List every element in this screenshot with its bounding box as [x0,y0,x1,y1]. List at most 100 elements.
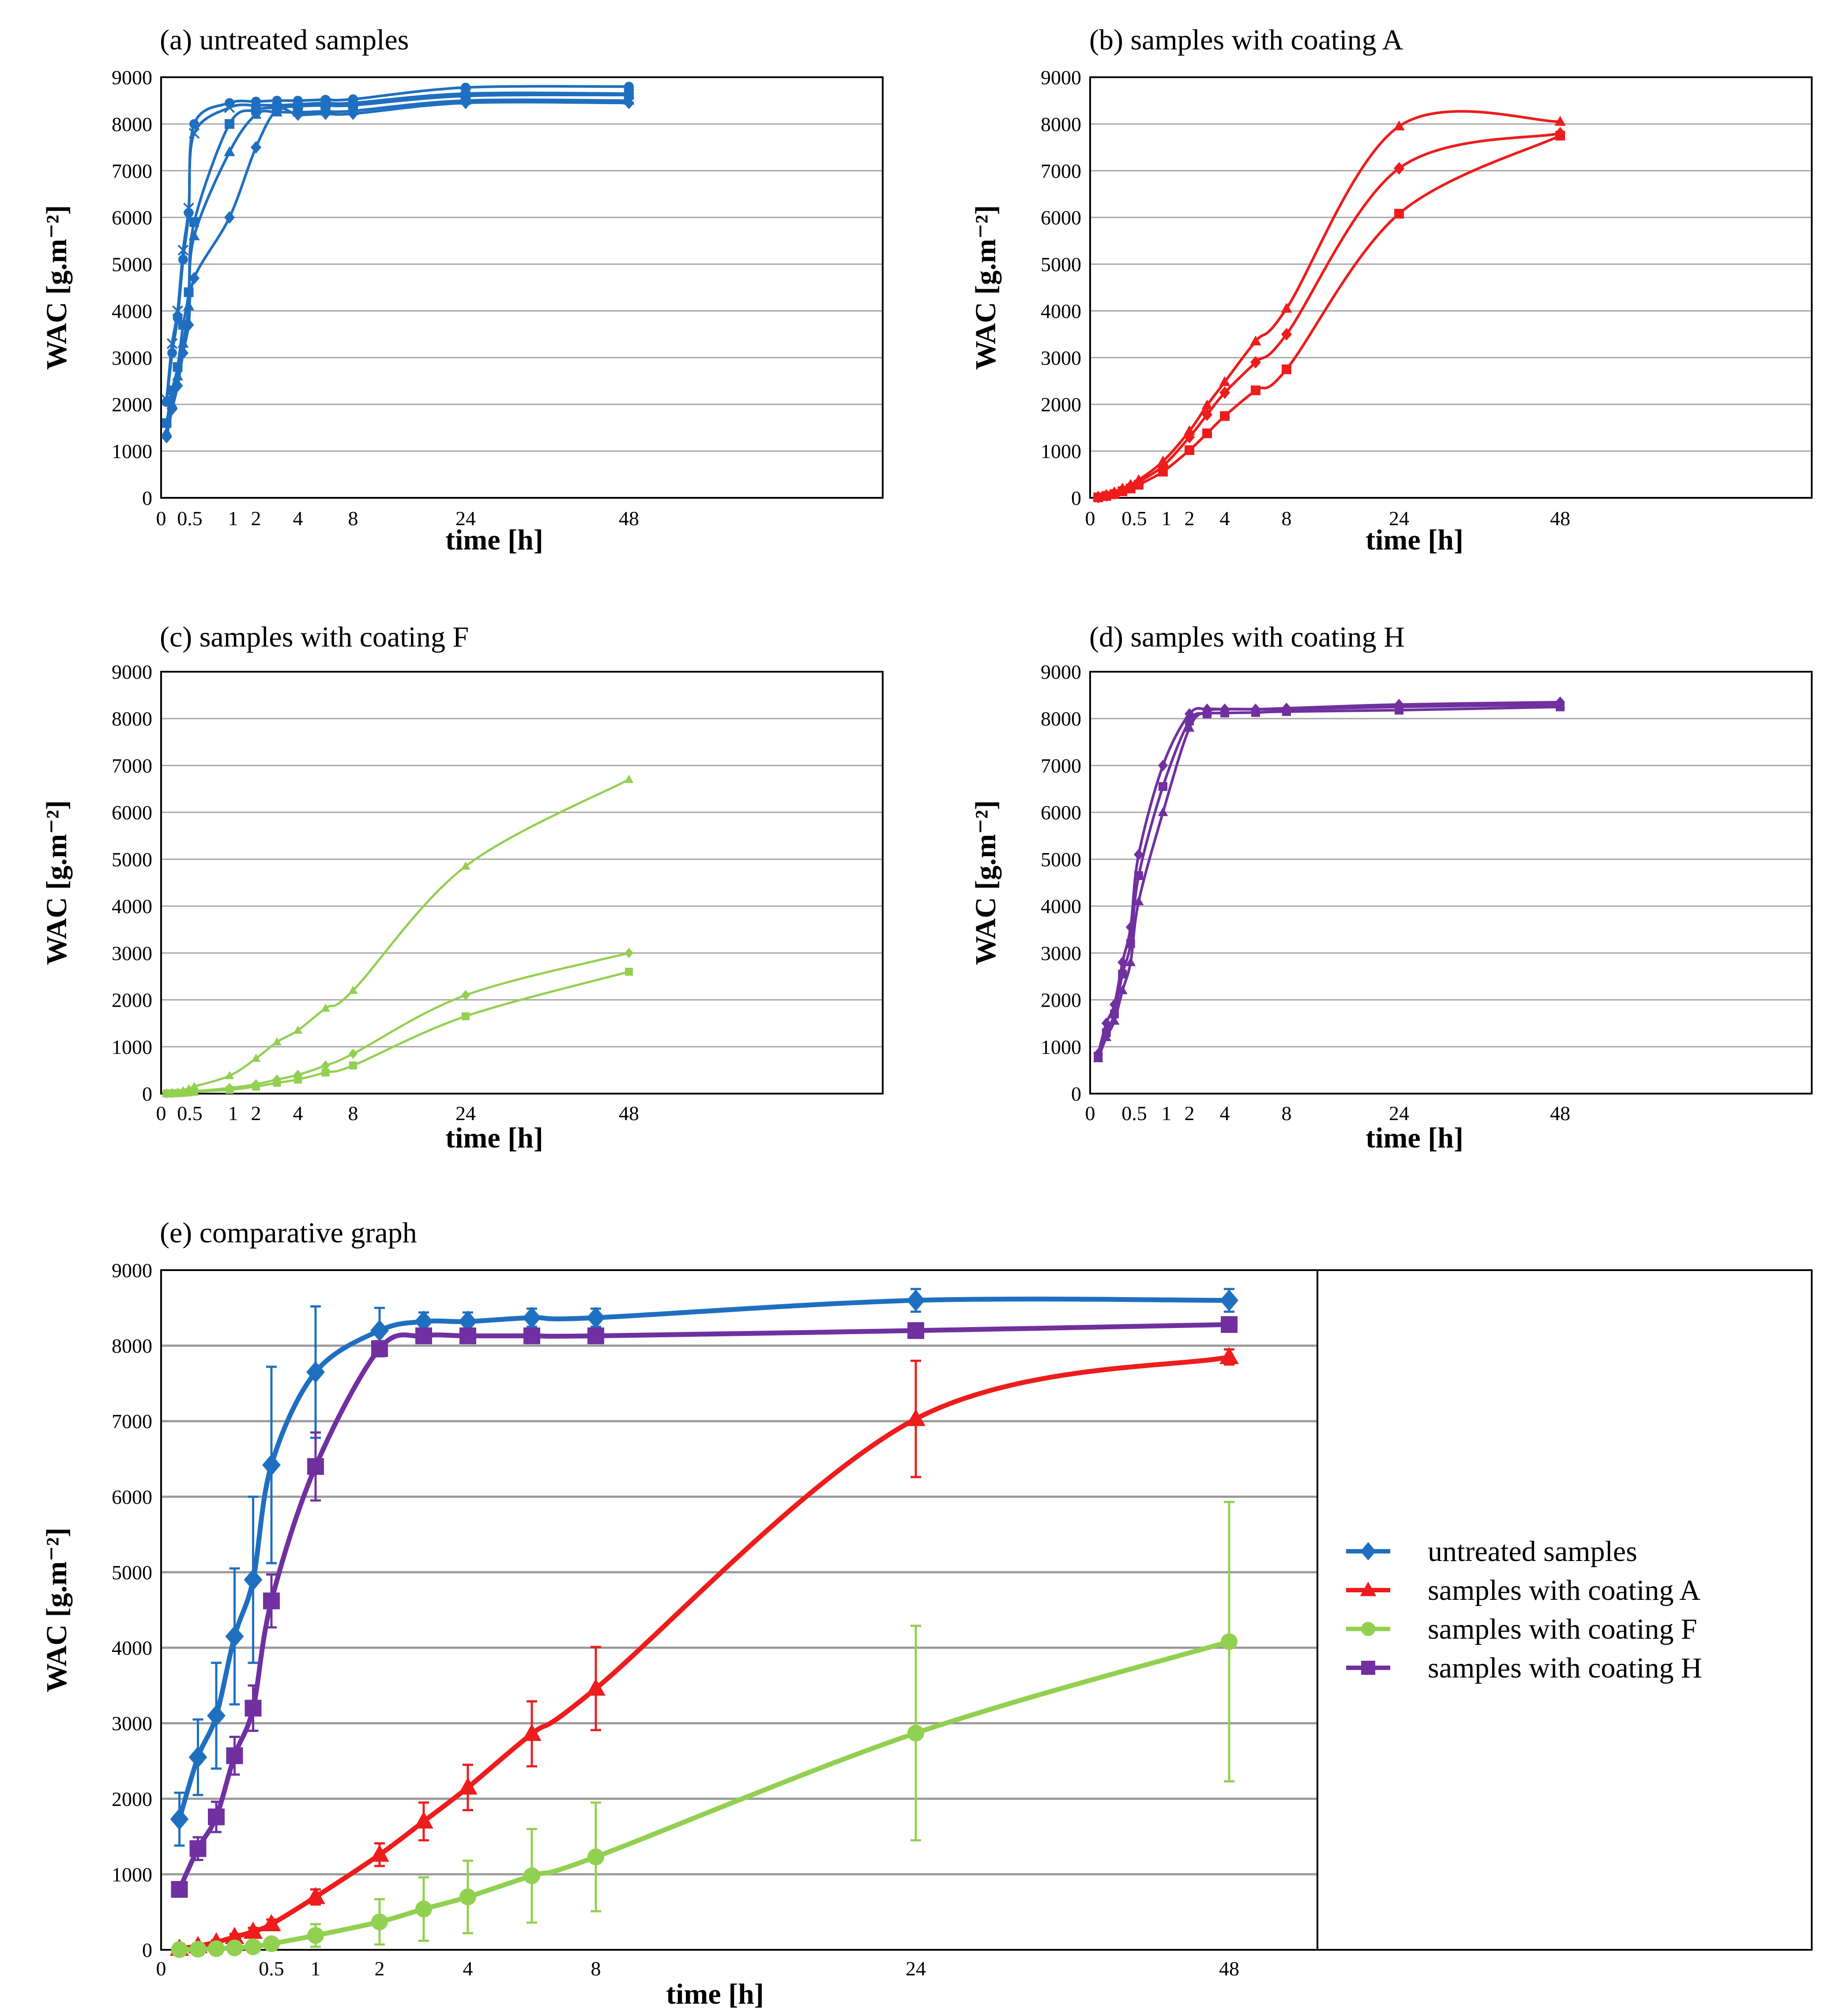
data-point [225,1927,245,1945]
data-point [172,305,183,316]
x-tick-label: 48 [1550,507,1570,530]
y-tick-label: 0 [142,1939,152,1961]
data-point [224,102,235,113]
legend-swatch-marker [1360,1542,1376,1561]
y-tick-label: 4000 [112,1637,152,1659]
data-point [1134,480,1144,490]
series-line [1097,705,1561,1057]
y-tick-label: 3000 [1041,346,1081,369]
legend: untreated samples samples with coating A s… [1346,1535,1702,1684]
data-point [1281,328,1292,341]
x-tick-label: 48 [619,1102,639,1125]
data-point [225,1625,244,1647]
series-b-3 [1093,131,1565,502]
data-point [207,1704,226,1727]
data-point [172,379,183,392]
x-tick-label: 2 [375,1957,385,1980]
data-point [172,370,184,381]
data-point [1221,1633,1238,1650]
x-tick-label: 0 [156,507,166,530]
cross-stroke [188,128,200,139]
x-tick-label: 24 [455,1102,476,1125]
y-tick-label: 2000 [112,1788,152,1810]
data-point [244,1568,263,1591]
x-tick-label: 4 [293,1102,303,1125]
series-a-4 [161,96,635,444]
x-tick-label: 4 [1220,507,1230,530]
data-point [1219,703,1230,713]
cross-stroke [224,102,235,113]
x-tick-label: 0.5 [1121,1102,1147,1125]
data-point [263,1592,280,1610]
x-tick-label: 1 [311,1957,321,1980]
data-point [523,1327,540,1344]
data-point [624,82,634,92]
data-point [226,1939,243,1956]
data-point [166,402,178,416]
y-tick-label: 5000 [1041,848,1081,871]
data-point [625,967,633,976]
y-tick-label: 0 [1071,487,1081,509]
series-line [179,1354,1230,1951]
data-point [1158,760,1168,771]
data-point [370,1320,389,1342]
x-axis-label: time [h] [445,524,543,556]
data-point [262,1454,281,1476]
x-tick-label: 4 [463,1957,473,1980]
data-point [415,1900,432,1918]
y-tick-label: 6000 [112,801,152,824]
data-point [188,1746,207,1768]
data-point [349,1049,357,1059]
data-point [1554,116,1566,126]
data-point [263,1935,280,1952]
plot-frame [1089,76,1813,499]
y-axis-label: WAC [g.m⁻²] [41,205,73,370]
data-point [1282,364,1291,374]
data-point [226,1747,243,1764]
x-tick-label: 1 [228,507,238,530]
y-tick-label: 7000 [1041,754,1081,777]
cross-stroke [271,100,282,111]
x-tick-label: 8 [348,1102,358,1125]
y-axis-label: WAC [g.m⁻²] [970,205,1002,370]
data-point [321,1060,330,1071]
data-point [371,1913,388,1930]
data-point [171,1941,188,1958]
data-point [462,1012,470,1020]
legend-item: samples with coating A [1346,1574,1701,1606]
data-point [1117,486,1128,496]
data-point [1555,699,1565,708]
y-tick-label: 6000 [112,1486,152,1508]
y-tick-label: 3000 [112,1712,152,1735]
y-tick-label: 4000 [112,895,152,918]
data-point [414,1811,433,1829]
data-point [243,1922,263,1939]
y-tick-label: 7000 [112,1410,152,1433]
legend-label: samples with coating F [1428,1613,1697,1645]
data-point [188,272,200,285]
y-tick-label: 3000 [112,346,152,369]
x-tick-label: 2 [1185,1102,1195,1125]
data-point [170,1808,189,1830]
x-tick-label: 0.5 [1121,507,1147,530]
data-point [1393,120,1405,131]
data-point [907,1322,924,1339]
data-point [224,146,235,156]
data-point [306,1361,325,1383]
y-tick-label: 5000 [1041,253,1081,276]
data-point [1219,376,1230,386]
data-point [1125,957,1136,967]
data-point [161,431,172,444]
x-tick-label: 0.5 [177,1102,203,1125]
x-tick-label: 48 [1219,1957,1239,1980]
y-tick-label: 2000 [1041,989,1081,1012]
data-point [625,948,633,959]
data-point [1117,985,1128,994]
y-tick-label: 2000 [112,989,152,1012]
cross-stroke [320,97,331,109]
x-tick-label: 0 [156,1102,166,1125]
data-point [1110,489,1119,499]
x-tick-label: 2 [1185,507,1195,530]
y-tick-label: 1000 [112,1863,152,1886]
data-point [262,1914,281,1931]
